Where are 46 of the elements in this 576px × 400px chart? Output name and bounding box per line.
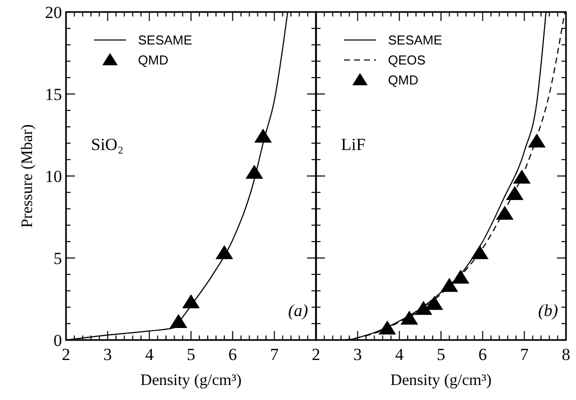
y-tick-label: 0 (54, 330, 62, 350)
legend-label: QMD (138, 52, 168, 68)
point (440, 278, 458, 292)
annotation: SiO₂ (91, 135, 124, 154)
x-tick-label: 5 (186, 345, 196, 364)
y-tick-label: 20 (45, 2, 62, 22)
legend-label: QEOS (388, 52, 426, 68)
x-tick-label: 4 (395, 345, 404, 364)
annotation: (a) (288, 301, 308, 320)
point (528, 134, 546, 148)
x-tick-label: 4 (145, 345, 154, 364)
annotation: (b) (538, 301, 558, 320)
x-tick-label: 3 (103, 345, 112, 364)
y-tick-label: 10 (45, 166, 62, 186)
point (513, 170, 531, 184)
point (506, 186, 524, 200)
x-tick-label: 8 (562, 345, 570, 364)
x-tick-label: 5 (436, 345, 446, 364)
legend-label: QMD (388, 72, 418, 88)
point (170, 314, 188, 328)
x-tick-label: 3 (353, 345, 362, 364)
x-tick-label: 6 (478, 345, 487, 364)
point (378, 320, 396, 335)
x-tick-label: 2 (312, 345, 320, 364)
point (496, 206, 514, 220)
x-axis-title: Density (g/cm³) (140, 372, 242, 389)
point (216, 245, 234, 260)
x-tick-label: 7 (270, 345, 280, 364)
x-tick-label: 7 (520, 345, 530, 364)
point (470, 245, 489, 260)
x-tick-label: 6 (228, 345, 237, 364)
point (414, 300, 432, 315)
y-tick-label: 5 (54, 248, 62, 268)
point (400, 310, 418, 325)
point (246, 164, 264, 179)
point (254, 128, 272, 143)
y-tick-label: 15 (45, 84, 62, 104)
legend-label: SESAME (388, 32, 443, 48)
point (182, 294, 200, 308)
x-tick-label: 2 (62, 345, 70, 364)
point (452, 270, 470, 284)
legend-label: SESAME (138, 32, 193, 48)
x-axis-title: Density (g/cm³) (390, 372, 492, 389)
annotation: LiF (341, 135, 366, 154)
y-axis-title: Pressure (Mbar) (19, 124, 36, 228)
point (426, 296, 444, 310)
